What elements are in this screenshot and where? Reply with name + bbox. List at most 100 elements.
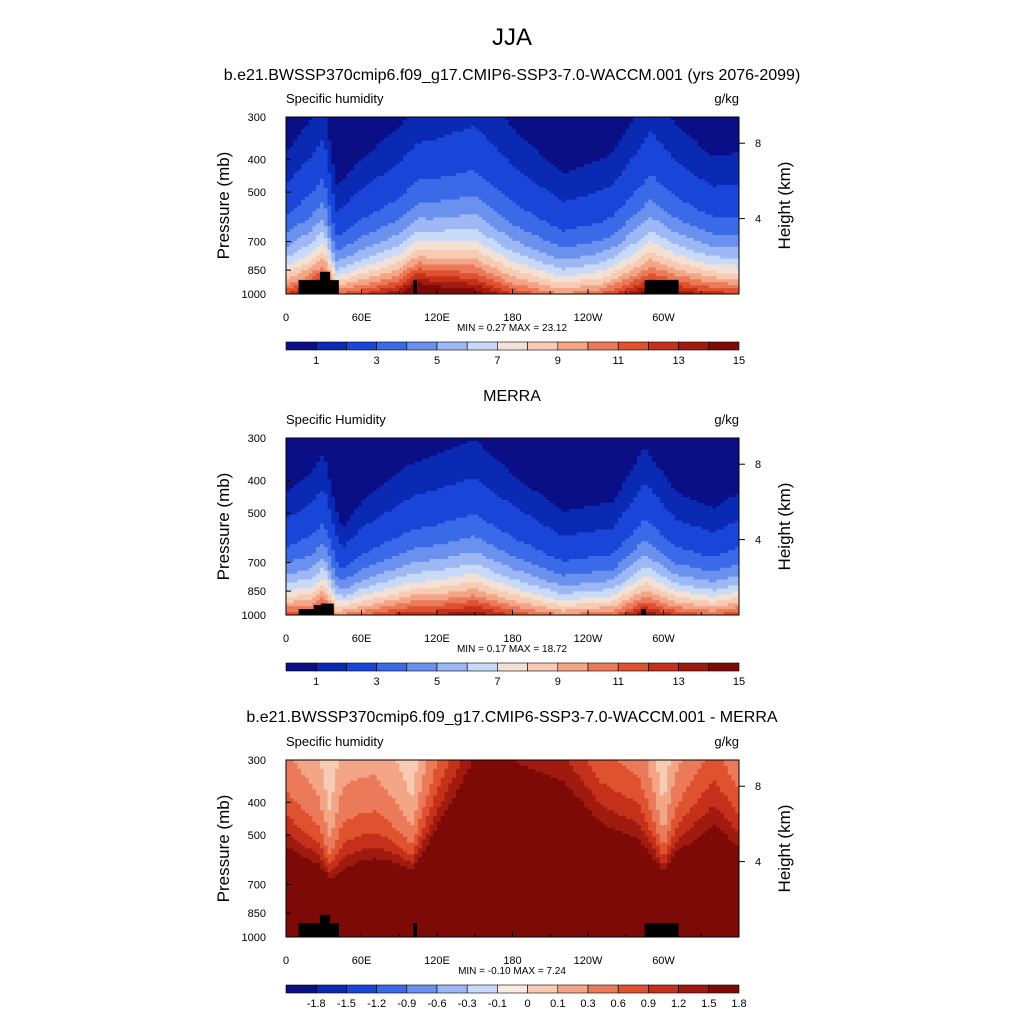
contour-cell bbox=[648, 220, 653, 224]
contour-cell bbox=[353, 173, 359, 177]
contour-cell bbox=[497, 152, 502, 156]
contour-cell bbox=[576, 119, 581, 124]
contour-cell bbox=[504, 237, 510, 242]
contour-cell bbox=[697, 202, 702, 206]
contour-cell bbox=[723, 143, 729, 147]
contour-cell bbox=[648, 119, 653, 124]
contour-cell bbox=[535, 173, 540, 177]
contour-cell bbox=[372, 193, 377, 198]
contour-cell bbox=[520, 164, 525, 168]
contour-cell bbox=[637, 223, 642, 227]
contour-cell bbox=[652, 134, 657, 139]
contour-cell bbox=[467, 122, 472, 127]
contour-cell bbox=[629, 167, 634, 171]
contour-cell bbox=[316, 187, 321, 192]
contour-cell bbox=[399, 173, 404, 177]
contour-cell bbox=[708, 211, 713, 215]
contour-cell bbox=[723, 235, 729, 239]
contour-cell bbox=[353, 205, 359, 209]
contour-cell bbox=[312, 196, 317, 200]
contour-cell bbox=[448, 229, 453, 233]
contour-cell bbox=[735, 220, 740, 224]
contour-cell bbox=[482, 178, 487, 183]
contour-cell bbox=[440, 125, 445, 130]
contour-cell bbox=[440, 193, 445, 198]
contour-cell bbox=[689, 131, 695, 136]
contour-cell bbox=[391, 220, 396, 224]
contour-cell bbox=[591, 193, 596, 198]
contour-cell bbox=[720, 226, 725, 230]
contour-cell bbox=[682, 220, 687, 224]
contour-cell bbox=[727, 125, 732, 130]
contour-cell bbox=[418, 117, 423, 121]
contour-cell bbox=[504, 170, 510, 174]
contour-cell bbox=[682, 196, 687, 200]
contour-cell bbox=[520, 152, 525, 156]
contour-cell bbox=[606, 184, 612, 189]
contour-cell bbox=[731, 187, 736, 192]
contour-cell bbox=[444, 187, 449, 192]
contour-cell bbox=[629, 235, 634, 239]
contour-cell bbox=[327, 128, 332, 133]
contour-cell bbox=[391, 149, 396, 153]
contour-cell bbox=[361, 125, 366, 130]
contour-cell bbox=[716, 143, 721, 147]
contour-cell bbox=[705, 167, 710, 171]
contour-cell bbox=[342, 158, 347, 162]
contour-cell bbox=[489, 134, 495, 139]
contour-cell bbox=[433, 128, 438, 133]
contour-cell bbox=[603, 167, 608, 171]
contour-cell bbox=[425, 220, 430, 224]
contour-cell bbox=[697, 187, 702, 192]
contour-cell bbox=[667, 122, 672, 127]
contour-cell bbox=[399, 161, 404, 165]
contour-cell bbox=[395, 214, 400, 218]
contour-cell bbox=[705, 199, 710, 203]
contour-cell bbox=[319, 167, 325, 171]
contour-cell bbox=[384, 149, 389, 153]
contour-cell bbox=[493, 214, 498, 218]
contour-cell bbox=[297, 119, 302, 124]
contour-cell bbox=[444, 134, 449, 139]
contour-cell bbox=[689, 128, 695, 133]
contour-cell bbox=[403, 190, 408, 195]
contour-cell bbox=[633, 149, 638, 153]
contour-cell bbox=[727, 146, 732, 150]
contour-cell bbox=[406, 149, 411, 153]
contour-cell bbox=[705, 164, 710, 168]
contour-cell bbox=[557, 170, 562, 174]
contour-cell bbox=[297, 143, 302, 147]
contour-cell bbox=[682, 131, 687, 136]
contour-cell bbox=[546, 117, 551, 121]
contour-cell bbox=[414, 128, 419, 133]
contour-cell bbox=[633, 184, 638, 189]
contour-cell bbox=[606, 226, 612, 230]
contour-cell bbox=[452, 158, 457, 162]
contour-cell bbox=[689, 161, 695, 165]
contour-cell bbox=[674, 214, 679, 218]
contour-cell bbox=[312, 190, 317, 195]
contour-cell bbox=[304, 220, 310, 224]
contour-cell bbox=[319, 117, 325, 121]
contour-cell bbox=[606, 220, 612, 224]
contour-cell bbox=[444, 149, 449, 153]
contour-cell bbox=[410, 152, 415, 156]
contour-cell bbox=[350, 167, 355, 171]
contour-cell bbox=[705, 235, 710, 239]
contour-cell bbox=[716, 232, 721, 236]
contour-cell bbox=[304, 223, 310, 227]
contour-cell bbox=[493, 125, 498, 130]
contour-cell bbox=[708, 226, 713, 230]
contour-cell bbox=[671, 190, 676, 195]
contour-cell bbox=[633, 176, 638, 180]
contour-cell bbox=[459, 187, 464, 192]
contour-cell bbox=[531, 149, 536, 153]
contour-cell bbox=[452, 178, 457, 183]
contour-cell bbox=[308, 134, 313, 139]
contour-cell bbox=[384, 137, 389, 141]
contour-cell bbox=[644, 178, 649, 183]
contour-cell bbox=[361, 140, 366, 144]
contour-cell bbox=[584, 143, 589, 147]
contour-cell bbox=[603, 178, 608, 183]
contour-cell bbox=[286, 205, 291, 209]
